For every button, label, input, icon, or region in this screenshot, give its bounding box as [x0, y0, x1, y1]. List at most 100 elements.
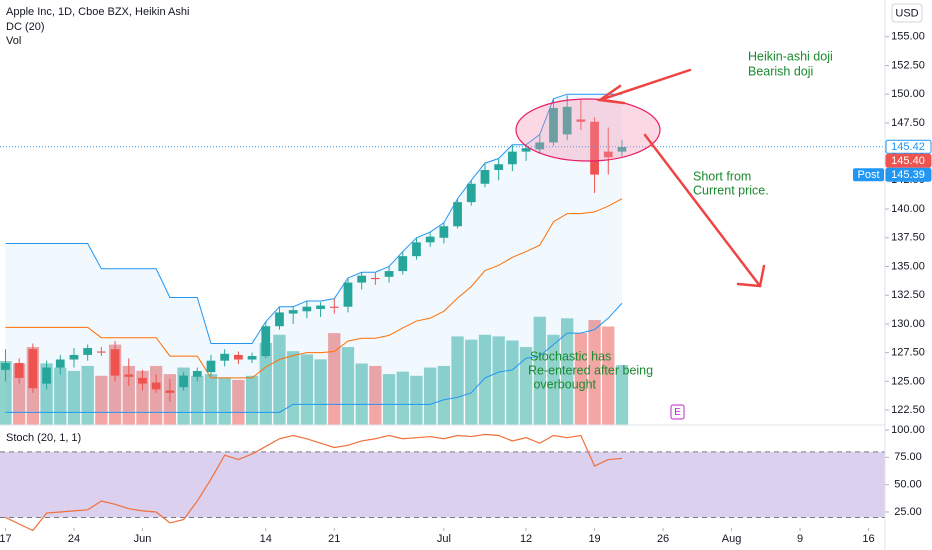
candle-body: [343, 282, 353, 307]
volume-bar: [533, 316, 546, 425]
volume-bar: [232, 379, 245, 425]
x-tick-label: 9: [797, 533, 803, 545]
candle-body: [179, 375, 188, 388]
axis-background: [885, 0, 932, 550]
volume-bar: [341, 347, 355, 425]
y-tick-label: 147.50: [891, 117, 925, 129]
stoch-tick-label: 75.00: [894, 451, 922, 463]
candle-body: [425, 236, 435, 243]
channel-basis: [5, 198, 623, 379]
candle-body: [220, 353, 230, 361]
x-tick-label: 24: [68, 533, 80, 545]
candle-body: [55, 359, 65, 368]
candle-body: [206, 360, 216, 373]
annotation: Short from: [693, 169, 751, 183]
volume-bar: [273, 334, 286, 425]
annotation: Stochastic has: [530, 349, 611, 363]
currency: USD: [895, 7, 918, 19]
candle-body: [466, 183, 476, 203]
candle-body: [617, 147, 627, 152]
y-tick-label: 132.50: [891, 289, 925, 301]
y-tick-label: 152.50: [891, 59, 925, 71]
price-tag-box: [853, 168, 884, 182]
x-tick-label: 12: [520, 533, 532, 545]
x-tick-label: 26: [657, 533, 669, 545]
currency-box[interactable]: [891, 3, 923, 23]
stoch-tick-label: 50.00: [894, 479, 922, 491]
annotation: overbought: [530, 377, 597, 391]
candle-body: [480, 170, 490, 184]
y-tick-label: 155.00: [891, 31, 925, 43]
volume-bar: [615, 365, 629, 425]
price-label: 145.42: [891, 141, 925, 153]
volume-bar: [465, 339, 478, 425]
volume-bar: [410, 375, 423, 425]
arrow-head: [736, 264, 766, 288]
candle-body: [28, 349, 38, 389]
highlight-ellipse: [515, 98, 661, 162]
candle-body: [261, 326, 271, 357]
candle-body: [151, 382, 161, 390]
stoch-tick-label: 25.00: [894, 506, 922, 518]
candle-body: [412, 242, 421, 257]
arrow-head: [596, 84, 626, 105]
y-tick-label: 127.50: [891, 347, 925, 359]
y-tick-label: 150.00: [891, 88, 925, 100]
volume-bar: [588, 319, 601, 425]
candle-body: [14, 362, 24, 378]
channel-lower: [5, 302, 623, 413]
x-tick-label: Aug: [722, 533, 742, 545]
candle-body: [439, 226, 449, 238]
arrow-short: [643, 133, 762, 288]
price-label-box: [885, 167, 932, 182]
y-tick-label: 125.00: [891, 375, 925, 387]
price-tag: Post: [857, 169, 879, 181]
volume-bar: [506, 340, 519, 425]
x-tick-label: 17: [0, 533, 12, 545]
candle-body: [192, 371, 202, 377]
price-axis: 155.00152.50150.00147.50145.00142.50140.…: [853, 0, 932, 550]
candle-body: [576, 119, 586, 122]
volume-bar: [451, 336, 464, 425]
volume-bar: [122, 365, 135, 425]
earnings-marker[interactable]: [670, 404, 685, 420]
candle-body: [590, 121, 599, 175]
candle-body: [69, 354, 79, 360]
candle-body: [453, 202, 462, 227]
candle-body: [247, 356, 257, 360]
y-tick-label: 122.50: [891, 404, 925, 416]
annotation: Current price.: [693, 183, 769, 197]
volume-bar: [328, 333, 341, 425]
indicator-label: Stoch (20, 1, 1): [6, 432, 81, 444]
arrow-doji: [598, 68, 692, 102]
candle-body: [507, 151, 517, 165]
candle-body: [124, 374, 134, 377]
arrows: [596, 68, 766, 288]
candle-body: [1, 362, 10, 370]
plot-area: 17 24 Jun 14 21 Jul 12 19 26 Aug 9 16: [0, 93, 932, 545]
y-tick-label: 140.00: [891, 203, 925, 215]
stoch-line: [5, 433, 623, 532]
candle-body: [42, 367, 51, 384]
volume-bar: [67, 370, 81, 425]
annotation: Bearish doji: [748, 64, 813, 78]
candle-body: [494, 164, 504, 170]
indicator-label: DC (20): [6, 21, 45, 33]
volume-bar: [382, 374, 396, 425]
candle-body: [165, 390, 175, 393]
indicator-label: Vol: [6, 35, 21, 47]
stoch-tick-label: 100.00: [891, 424, 925, 436]
channel-fill: [5, 94, 622, 413]
volume-bar: [314, 359, 327, 425]
candle-body: [83, 348, 93, 355]
annotation: Re-entered after being: [528, 363, 653, 377]
volume-bar: [602, 326, 615, 425]
candle-body: [603, 151, 613, 158]
x-tick-label: 19: [588, 533, 600, 545]
volume-bar: [136, 370, 149, 425]
annotation: Heikin-ashi doji: [748, 49, 833, 63]
candle-body: [521, 148, 531, 152]
candle-body: [233, 354, 243, 360]
volume-bar: [54, 367, 67, 425]
